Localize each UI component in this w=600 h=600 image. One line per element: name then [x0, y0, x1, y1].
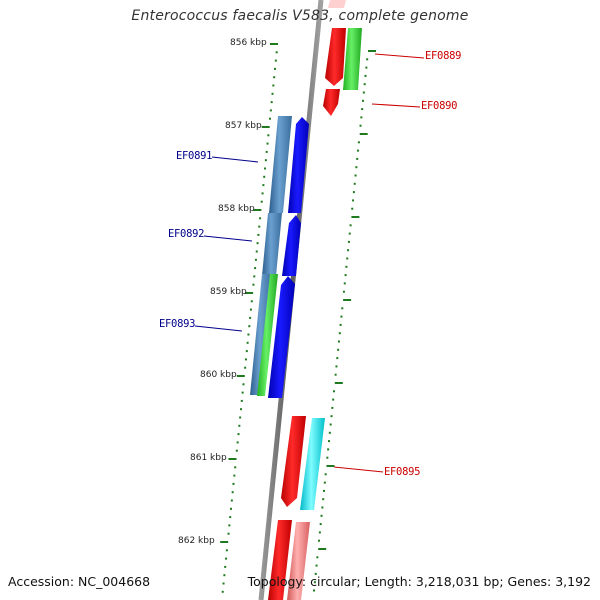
tick-label-862: 862 kbp: [178, 536, 215, 546]
tick-label-859: 859 kbp: [210, 287, 247, 297]
leader-ef0895: [333, 466, 384, 473]
gene-label-ef0889[interactable]: EF0889: [425, 50, 462, 62]
gene-feature-ef0895[interactable]: [300, 418, 325, 510]
gene-label-ef0890[interactable]: EF0890: [421, 100, 458, 112]
gene-feature-ef0893-green[interactable]: [257, 274, 278, 396]
gene-feature-red-top[interactable]: [325, 28, 346, 86]
gene-feature-red-mid[interactable]: [281, 416, 306, 507]
tick-label-860: 860 kbp: [200, 370, 237, 380]
gene-feature-ef0893[interactable]: [268, 276, 295, 398]
leader-ef0889: [374, 53, 425, 59]
gene-feature-pink-bottom[interactable]: [287, 522, 310, 600]
gene-feature-top-strip: [328, 0, 346, 8]
gene-feature-ef0892[interactable]: [282, 215, 301, 276]
leader-ef0892: [203, 235, 253, 242]
leader-ef0893: [194, 325, 243, 332]
gene-label-ef0892[interactable]: EF0892: [168, 228, 205, 240]
tick-marks: [220, 43, 376, 593]
gene-label-ef0893[interactable]: EF0893: [159, 318, 196, 330]
gene-feature-ef0891[interactable]: [288, 117, 309, 213]
gene-feature-red-bottom[interactable]: [268, 520, 292, 600]
accession-text: Accession: NC_004668: [8, 574, 151, 589]
gene-feature-ef0891-outer[interactable]: [269, 116, 292, 213]
tick-label-856: 856 kbp: [230, 38, 267, 48]
gene-feature-ef0890[interactable]: [323, 89, 340, 116]
label-leader-lines: [194, 53, 425, 473]
map-title: Enterococcus faecalis V583, complete gen…: [131, 8, 469, 24]
gene-feature-ef0892-outer[interactable]: [262, 213, 282, 276]
gene-feature-ef0893-outer[interactable]: [250, 274, 272, 395]
leader-ef0891: [211, 156, 259, 163]
gene-label-ef0891[interactable]: EF0891: [176, 150, 213, 162]
tick-label-861: 861 kbp: [190, 453, 227, 463]
gene-label-ef0895[interactable]: EF0895: [384, 466, 421, 478]
tick-label-857: 857 kbp: [225, 121, 262, 131]
leader-ef0890: [371, 103, 421, 108]
tick-label-858: 858 kbp: [218, 204, 255, 214]
topology-text: Topology: circular; Length: 3,218,031 bp…: [247, 574, 591, 589]
gene-feature-ef0889[interactable]: [343, 28, 362, 90]
